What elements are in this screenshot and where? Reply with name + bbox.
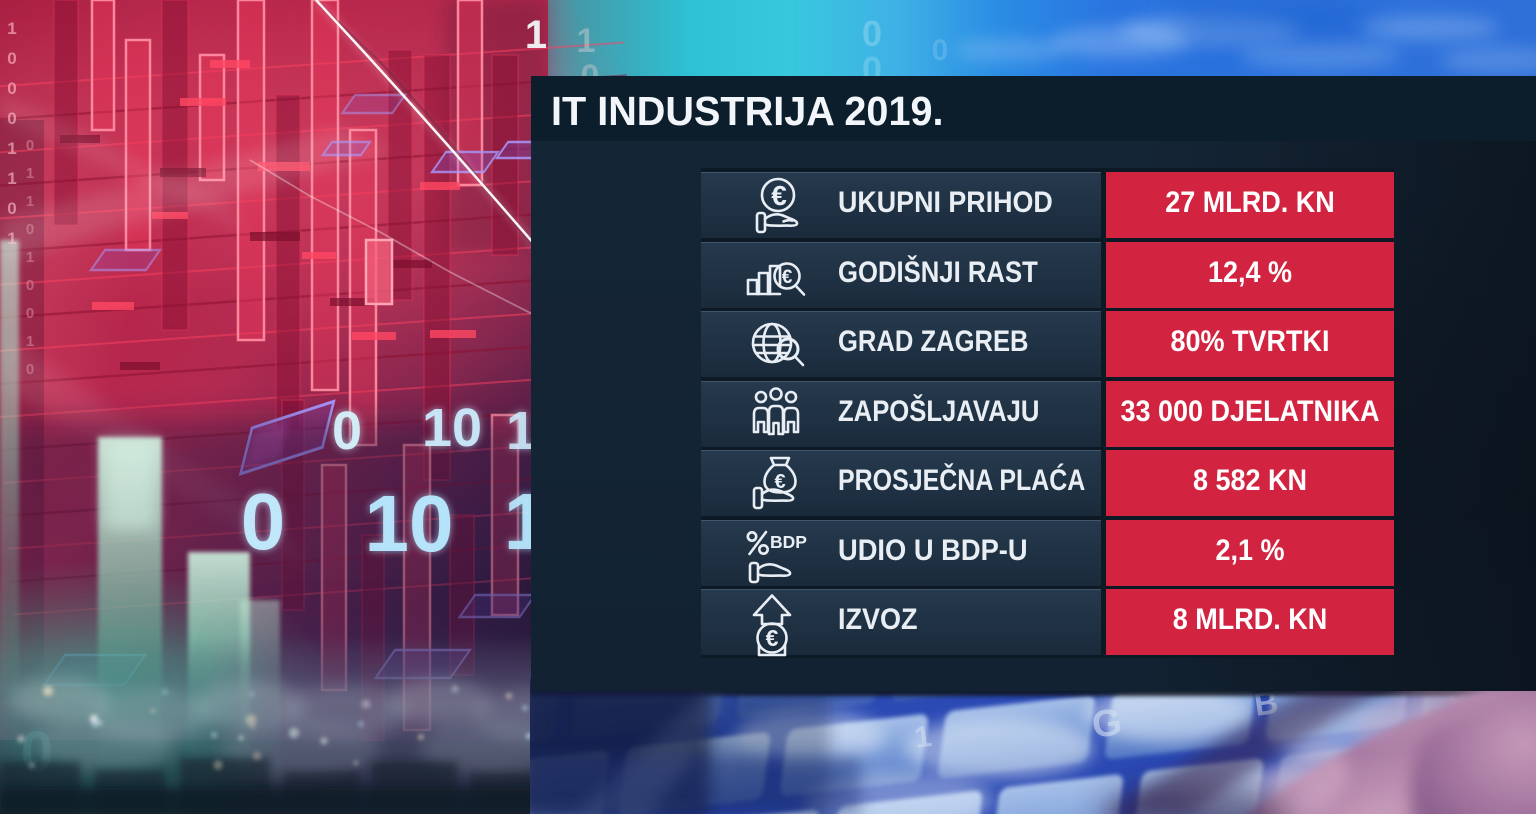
svg-text:10: 10: [365, 479, 454, 568]
svg-text:1: 1: [7, 19, 16, 38]
svg-text:0: 0: [932, 34, 949, 67]
svg-text:1: 1: [26, 165, 34, 182]
svg-text:€: €: [774, 471, 785, 493]
svg-text:1: 1: [26, 333, 34, 350]
svg-text:1: 1: [26, 249, 34, 266]
svg-text:1: 1: [577, 22, 596, 60]
svg-text:0: 0: [7, 49, 16, 68]
svg-text:0: 0: [332, 401, 362, 461]
svg-text:€: €: [766, 625, 779, 651]
svg-text:0: 0: [332, 401, 362, 461]
svg-text:0: 0: [7, 79, 16, 98]
svg-text:€: €: [771, 180, 787, 211]
svg-text:1: 1: [912, 720, 933, 755]
svg-text:0: 0: [241, 477, 286, 566]
svg-text:0: 0: [26, 277, 34, 294]
svg-text:€: €: [782, 267, 793, 288]
svg-text:0: 0: [26, 305, 34, 322]
svg-text:10: 10: [365, 479, 454, 568]
svg-text:1: 1: [7, 139, 16, 158]
svg-text:1: 1: [7, 229, 16, 248]
svg-text:0: 0: [241, 477, 286, 566]
svg-text:10: 10: [422, 398, 482, 458]
svg-text:10: 10: [422, 398, 482, 458]
svg-text:0: 0: [26, 221, 34, 238]
svg-text:1: 1: [525, 13, 547, 57]
svg-text:0: 0: [7, 199, 16, 218]
svg-text:1: 1: [7, 169, 16, 188]
svg-text:0: 0: [7, 109, 16, 128]
svg-text:BDP: BDP: [770, 532, 807, 552]
svg-text:0: 0: [26, 137, 34, 154]
svg-text:1: 1: [26, 193, 34, 210]
svg-text:G: G: [1089, 701, 1124, 747]
svg-text:0: 0: [26, 361, 34, 378]
svg-text:0: 0: [862, 13, 882, 54]
